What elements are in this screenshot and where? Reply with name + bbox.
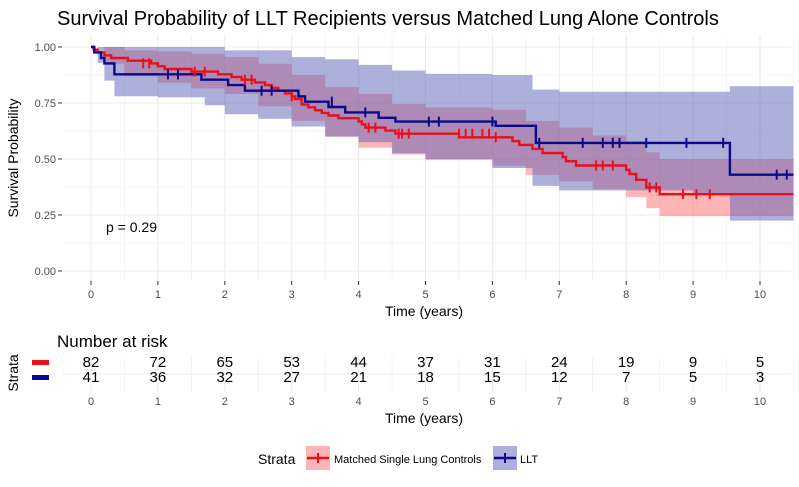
- chart-title: Survival Probability of LLT Recipients v…: [57, 8, 719, 30]
- x-tick-label: 6: [489, 289, 495, 301]
- risk-count: 32: [216, 369, 233, 386]
- risk-time-label: 0: [88, 396, 94, 408]
- risk-count: 36: [150, 369, 167, 386]
- llt-strata-swatch: [32, 375, 49, 380]
- risk-count: 18: [417, 369, 434, 386]
- risk-count: 3: [756, 369, 764, 386]
- risk-table-x-label: Time (years): [385, 410, 463, 426]
- plot-axes: 0 1 2 3 4 5 6 7 8 9 10 0.00 0.25 0.50 0.75 1.00: [35, 42, 767, 301]
- x-tick-label: 1: [155, 289, 161, 301]
- risk-time-label: 1: [155, 396, 161, 408]
- y-tick-label: 0.00: [35, 266, 56, 278]
- risk-count: 5: [689, 369, 697, 386]
- x-tick-label: 0: [88, 289, 94, 301]
- risk-time-label: 9: [690, 396, 696, 408]
- risk-time-label: 3: [289, 396, 295, 408]
- x-tick-label: 8: [623, 289, 629, 301]
- llt-survival-curve: [91, 45, 794, 176]
- x-tick-label: 2: [222, 289, 228, 301]
- x-tick-label: 4: [356, 289, 362, 301]
- risk-count: 65: [216, 354, 233, 371]
- y-axis-label: Survival Probability: [5, 98, 21, 217]
- risk-time-label: 8: [623, 396, 629, 408]
- y-tick-label: 0.25: [35, 210, 56, 222]
- risk-time-label: 5: [422, 396, 428, 408]
- risk-count: 9: [689, 354, 697, 371]
- controls-strata-swatch: [32, 360, 49, 365]
- censor-marks: [142, 58, 788, 200]
- risk-count: 12: [551, 369, 568, 386]
- risk-table-strata-label: Strata: [5, 354, 21, 392]
- p-value-annotation: p = 0.29: [106, 219, 157, 235]
- x-tick-label: 5: [422, 289, 428, 301]
- risk-count: 21: [350, 369, 367, 386]
- risk-count: 7: [622, 369, 630, 386]
- x-tick-label: 9: [690, 289, 696, 301]
- x-axis-label: Time (years): [385, 303, 463, 319]
- risk-count: 5: [756, 354, 764, 371]
- risk-count: 44: [350, 354, 367, 371]
- risk-time-label: 6: [489, 396, 495, 408]
- controls-legend-label: Matched Single Lung Controls: [334, 454, 482, 466]
- y-tick-label: 0.50: [35, 154, 56, 166]
- risk-count: 31: [484, 354, 501, 371]
- risk-table-title: Number at risk: [57, 332, 168, 351]
- controls-survival-curve: [91, 45, 794, 196]
- risk-table-body: 82 72 65 53 44 37 31 24 19 9 541 36 32 27 21 18 15 12 7 5 30…: [32, 354, 766, 408]
- risk-count: 72: [150, 354, 167, 371]
- risk-time-label: 2: [222, 396, 228, 408]
- risk-count: 27: [283, 369, 300, 386]
- survival-curves: [91, 45, 794, 196]
- risk-count: 24: [551, 354, 568, 371]
- y-tick-label: 1.00: [35, 42, 56, 54]
- x-tick-label: 10: [754, 289, 766, 301]
- risk-table-grid: [62, 355, 794, 392]
- risk-count: 37: [417, 354, 434, 371]
- risk-count: 19: [618, 354, 635, 371]
- risk-time-label: 4: [356, 396, 362, 408]
- risk-count: 41: [83, 369, 100, 386]
- legend-title: Strata: [258, 451, 296, 467]
- y-tick-label: 0.75: [35, 98, 56, 110]
- x-tick-label: 7: [556, 289, 562, 301]
- risk-count: 15: [484, 369, 501, 386]
- risk-time-label: 10: [754, 396, 766, 408]
- legend: Strata Matched Single Lung Controls LLT: [258, 446, 538, 470]
- risk-count: 53: [283, 354, 300, 371]
- x-tick-label: 3: [289, 289, 295, 301]
- risk-count: 82: [83, 354, 100, 371]
- llt-legend-label: LLT: [520, 454, 538, 466]
- risk-time-label: 7: [556, 396, 562, 408]
